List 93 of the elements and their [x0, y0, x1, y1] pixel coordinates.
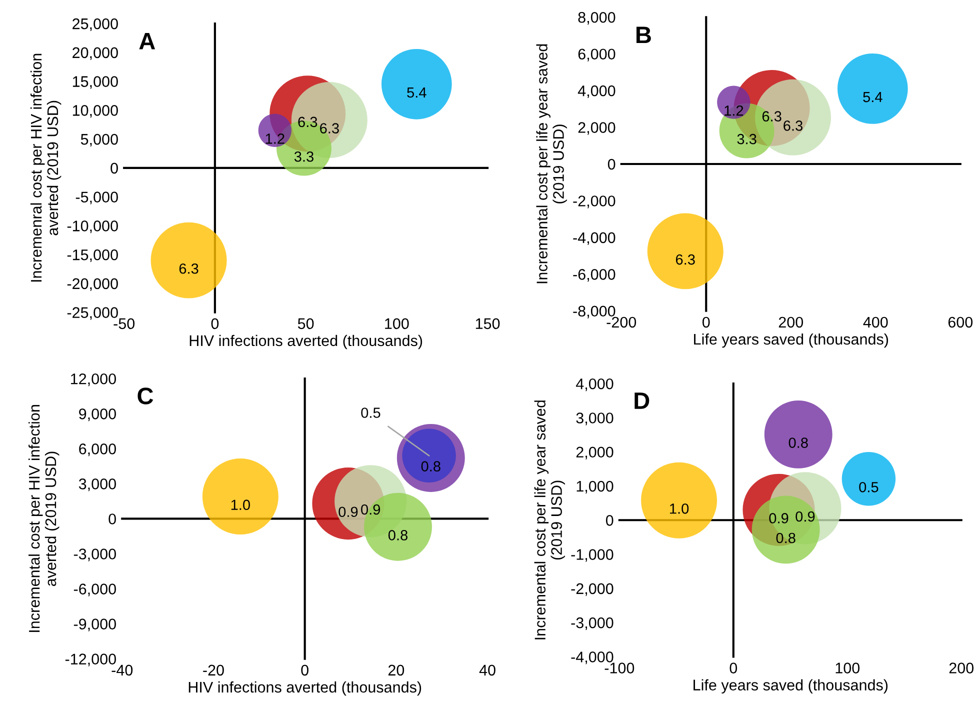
y-tick-label: 3,000 — [78, 478, 116, 492]
annotation: 0.5 — [361, 408, 380, 418]
data-label: 6.3 — [784, 120, 802, 131]
y-tick-label: 3,000 — [576, 412, 614, 426]
x-tick-label: 100 — [385, 318, 409, 330]
data-label: 0.9 — [796, 511, 815, 522]
y-tick-label: -15,000 — [67, 249, 118, 262]
data-label: 0.8 — [788, 438, 808, 448]
y-tick-label: 4,000 — [578, 85, 616, 98]
data-label: 5.4 — [407, 87, 426, 98]
y-tick-label: 4,000 — [576, 378, 614, 392]
y-tick-label: -6,000 — [573, 269, 616, 282]
data-label: 6.3 — [179, 263, 198, 274]
y-tick-label: 0 — [606, 515, 614, 526]
y-tick-label: -10,000 — [67, 220, 118, 234]
data-label: 1.0 — [670, 504, 689, 514]
y-tick-label: -2,000 — [571, 583, 614, 596]
y-tick-label: 0 — [108, 514, 116, 524]
chart-title: B — [636, 26, 651, 44]
y-axis-title: Incremental cost per life year saved (2019 USD) — [534, 400, 565, 640]
y-tick-label: 8,000 — [578, 12, 616, 25]
data-label: 6.3 — [676, 254, 695, 265]
x-axis-title: Life years saved (thousands) — [694, 333, 888, 348]
chart-title: D — [634, 392, 650, 409]
y-tick-label: -4,000 — [571, 652, 614, 664]
data-label: 0.9 — [338, 506, 358, 518]
x-tick-label: 200 — [949, 662, 974, 674]
y-tick-label: -3,000 — [74, 548, 116, 562]
x-axis-title: Life years saved (thousands) — [694, 679, 888, 694]
data-label: 3.3 — [294, 151, 314, 162]
data-label: 1.2 — [266, 134, 284, 144]
y-tick-label: -4,000 — [573, 232, 616, 245]
data-label: 1.0 — [231, 500, 250, 510]
y-tick-label: 1,000 — [576, 480, 614, 494]
y-tick-label: 5,000 — [80, 134, 118, 147]
y-tick-label: -12,000 — [65, 654, 116, 666]
x-axis-title: HIV infections averted (thousands) — [190, 334, 422, 350]
data-label: 0.8 — [388, 530, 408, 540]
data-label: 6.3 — [320, 123, 339, 134]
data-label: 0.8 — [776, 532, 796, 544]
y-tick-label: 0 — [608, 158, 616, 170]
x-tick-label: -100 — [604, 662, 634, 674]
data-label: 0.9 — [361, 504, 380, 515]
x-tick-label: 0 — [730, 662, 738, 674]
y-tick-label: -3,000 — [571, 617, 614, 630]
y-tick-label: 2,000 — [578, 122, 616, 135]
y-tick-label: 2,000 — [576, 446, 614, 460]
data-label: 1.2 — [724, 105, 744, 116]
x-tick-label: -200 — [606, 316, 636, 328]
y-tick-label: -2,000 — [573, 196, 616, 208]
y-tick-label: -6,000 — [74, 584, 116, 596]
y-tick-label: -8,000 — [573, 306, 616, 318]
x-tick-label: -20 — [203, 664, 224, 676]
x-tick-label: 0 — [301, 664, 308, 676]
y-tick-label: 0 — [110, 162, 118, 174]
x-axis-title: HIV infections averted (thousands) — [188, 681, 422, 696]
data-label: 6.3 — [298, 116, 318, 128]
y-tick-label: -1,000 — [571, 549, 614, 562]
x-tick-label: 150 — [476, 318, 500, 330]
y-tick-label: 25,000 — [72, 18, 118, 32]
data-label: 0.8 — [421, 461, 440, 472]
x-tick-label: 0 — [702, 316, 710, 328]
chart-title: C — [138, 388, 154, 404]
x-tick-label: 0 — [211, 318, 219, 330]
x-tick-label: -50 — [114, 318, 135, 330]
x-tick-label: 200 — [778, 316, 804, 328]
y-tick-label: -9,000 — [74, 618, 116, 632]
x-tick-label: 20 — [388, 664, 404, 676]
x-tick-label: 40 — [479, 664, 496, 676]
data-label: 5.4 — [863, 92, 882, 102]
y-axis-title: Incremental cost per HIV infection averted (2019 USD) — [28, 405, 60, 632]
y-tick-label: 9,000 — [79, 408, 116, 422]
y-axis-title: Incremenral cost per HIV infection averted (2019 USD) — [30, 54, 62, 282]
y-tick-label: -5,000 — [76, 192, 118, 204]
data-label: 6.3 — [762, 111, 782, 122]
y-tick-label: -25,000 — [67, 307, 118, 320]
x-tick-label: 100 — [836, 662, 860, 674]
data-label: 0.9 — [769, 513, 788, 524]
y-tick-label: 6,000 — [578, 48, 616, 62]
x-tick-label: -40 — [112, 664, 133, 676]
y-tick-label: 10,000 — [72, 105, 118, 118]
x-tick-label: 600 — [948, 316, 973, 328]
data-label: 0.5 — [859, 482, 878, 492]
x-tick-label: 50 — [298, 318, 314, 330]
y-axis-title: Incremental cost per life year saved (2019 USD) — [536, 44, 567, 284]
y-tick-label: 20,000 — [72, 47, 118, 60]
y-tick-label: -20,000 — [67, 278, 118, 291]
y-tick-label: 6,000 — [79, 444, 116, 456]
x-tick-label: 400 — [863, 316, 888, 328]
y-tick-label: 15,000 — [72, 76, 118, 89]
data-label: 3.3 — [737, 134, 756, 144]
y-tick-label: 12,000 — [71, 373, 116, 386]
chart-title: A — [139, 33, 156, 50]
